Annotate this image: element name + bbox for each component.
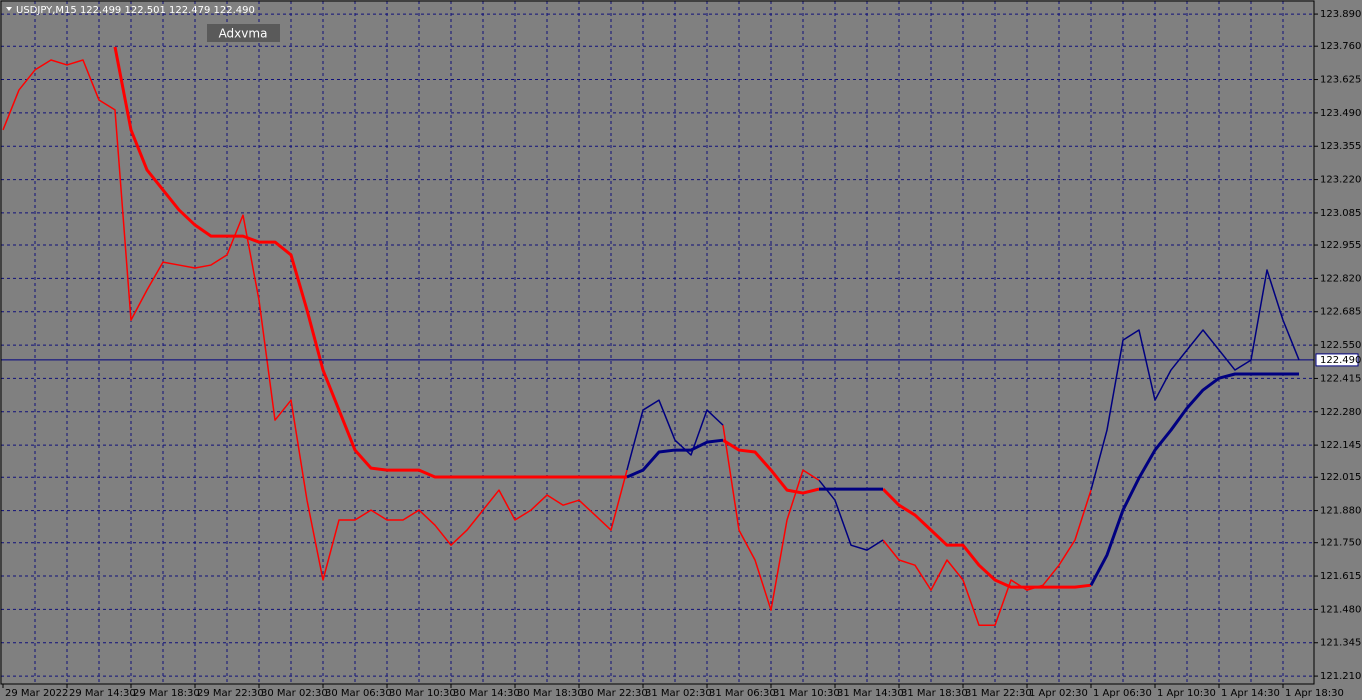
y-tick-label: 123.355 [1320, 141, 1361, 152]
y-tick-label: 123.085 [1320, 208, 1361, 219]
x-tick-label: 1 Apr 18:30 [1285, 688, 1344, 699]
x-tick-label: 31 Mar 02:30 [645, 688, 712, 699]
y-tick-label: 121.880 [1320, 506, 1361, 517]
y-tick-label: 122.015 [1320, 472, 1361, 483]
y-tick-label: 122.955 [1320, 240, 1361, 251]
indicator-box[interactable] [207, 24, 280, 42]
y-tick-label: 122.685 [1320, 307, 1361, 318]
y-tick-label: 123.625 [1320, 75, 1361, 86]
x-tick-label: 29 Mar 14:30 [69, 688, 136, 699]
x-tick-label: 30 Mar 18:30 [517, 688, 584, 699]
y-tick-label: 121.210 [1320, 671, 1361, 682]
x-tick-label: 1 Apr 14:30 [1221, 688, 1280, 699]
x-tick-label: 31 Mar 06:30 [709, 688, 776, 699]
y-tick-label: 122.280 [1320, 407, 1361, 418]
series-line [881, 488, 1092, 589]
y-tick-label: 121.615 [1320, 571, 1361, 582]
series-line [722, 438, 820, 495]
x-tick-label: 29 Mar 2022 [5, 688, 68, 699]
series-line [626, 438, 724, 479]
x-tick-label: 1 Apr 02:30 [1029, 688, 1088, 699]
y-tick-label: 121.480 [1320, 604, 1361, 615]
x-tick-label: 31 Mar 18:30 [901, 688, 968, 699]
y-tick-label: 123.220 [1320, 175, 1361, 186]
x-tick-label: 30 Mar 22:30 [581, 688, 648, 699]
y-tick-label: 123.490 [1320, 108, 1361, 119]
x-tick-label: 31 Mar 10:30 [773, 688, 840, 699]
x-tick-label: 30 Mar 10:30 [389, 688, 456, 699]
y-tick-label: 121.750 [1320, 538, 1361, 549]
x-tick-label: 29 Mar 18:30 [133, 688, 200, 699]
y-tick-label: 123.890 [1320, 9, 1361, 20]
series-line [818, 479, 884, 551]
chart-title: USDJPY,M15 122.499 122.501 122.479 122.4… [16, 5, 255, 16]
x-tick-label: 30 Mar 06:30 [325, 688, 392, 699]
y-tick-label: 121.345 [1320, 638, 1361, 649]
x-tick-label: 31 Mar 22:30 [965, 688, 1032, 699]
x-tick-label: 31 Mar 14:30 [837, 688, 904, 699]
series-line [1090, 269, 1300, 491]
series-line [626, 399, 724, 471]
series-line [882, 489, 1092, 626]
indicator-label[interactable]: Adxvma [219, 27, 268, 41]
series-line [1089, 372, 1299, 586]
series-line [2, 59, 628, 581]
grid [1, 1, 1314, 684]
y-tick-label: 123.760 [1320, 41, 1361, 52]
y-tick-label: 122.820 [1320, 273, 1361, 284]
series-line [113, 46, 627, 479]
x-tick-label: 30 Mar 14:30 [453, 688, 520, 699]
menu-arrow[interactable] [6, 7, 12, 11]
x-tick-label: 1 Apr 06:30 [1093, 688, 1152, 699]
series-line [722, 425, 820, 611]
x-tick-label: 30 Mar 02:30 [261, 688, 328, 699]
y-tick-label: 122.415 [1320, 373, 1361, 384]
current-price-box [1315, 353, 1359, 367]
y-tick-label: 122.145 [1320, 440, 1361, 451]
y-tick-label: 122.550 [1320, 340, 1361, 351]
current-price-label: 122.490 [1320, 355, 1361, 366]
frame [0, 0, 1315, 685]
plot [1, 46, 1314, 626]
x-tick-label: 29 Mar 22:30 [197, 688, 264, 699]
x-tick-label: 1 Apr 10:30 [1157, 688, 1216, 699]
